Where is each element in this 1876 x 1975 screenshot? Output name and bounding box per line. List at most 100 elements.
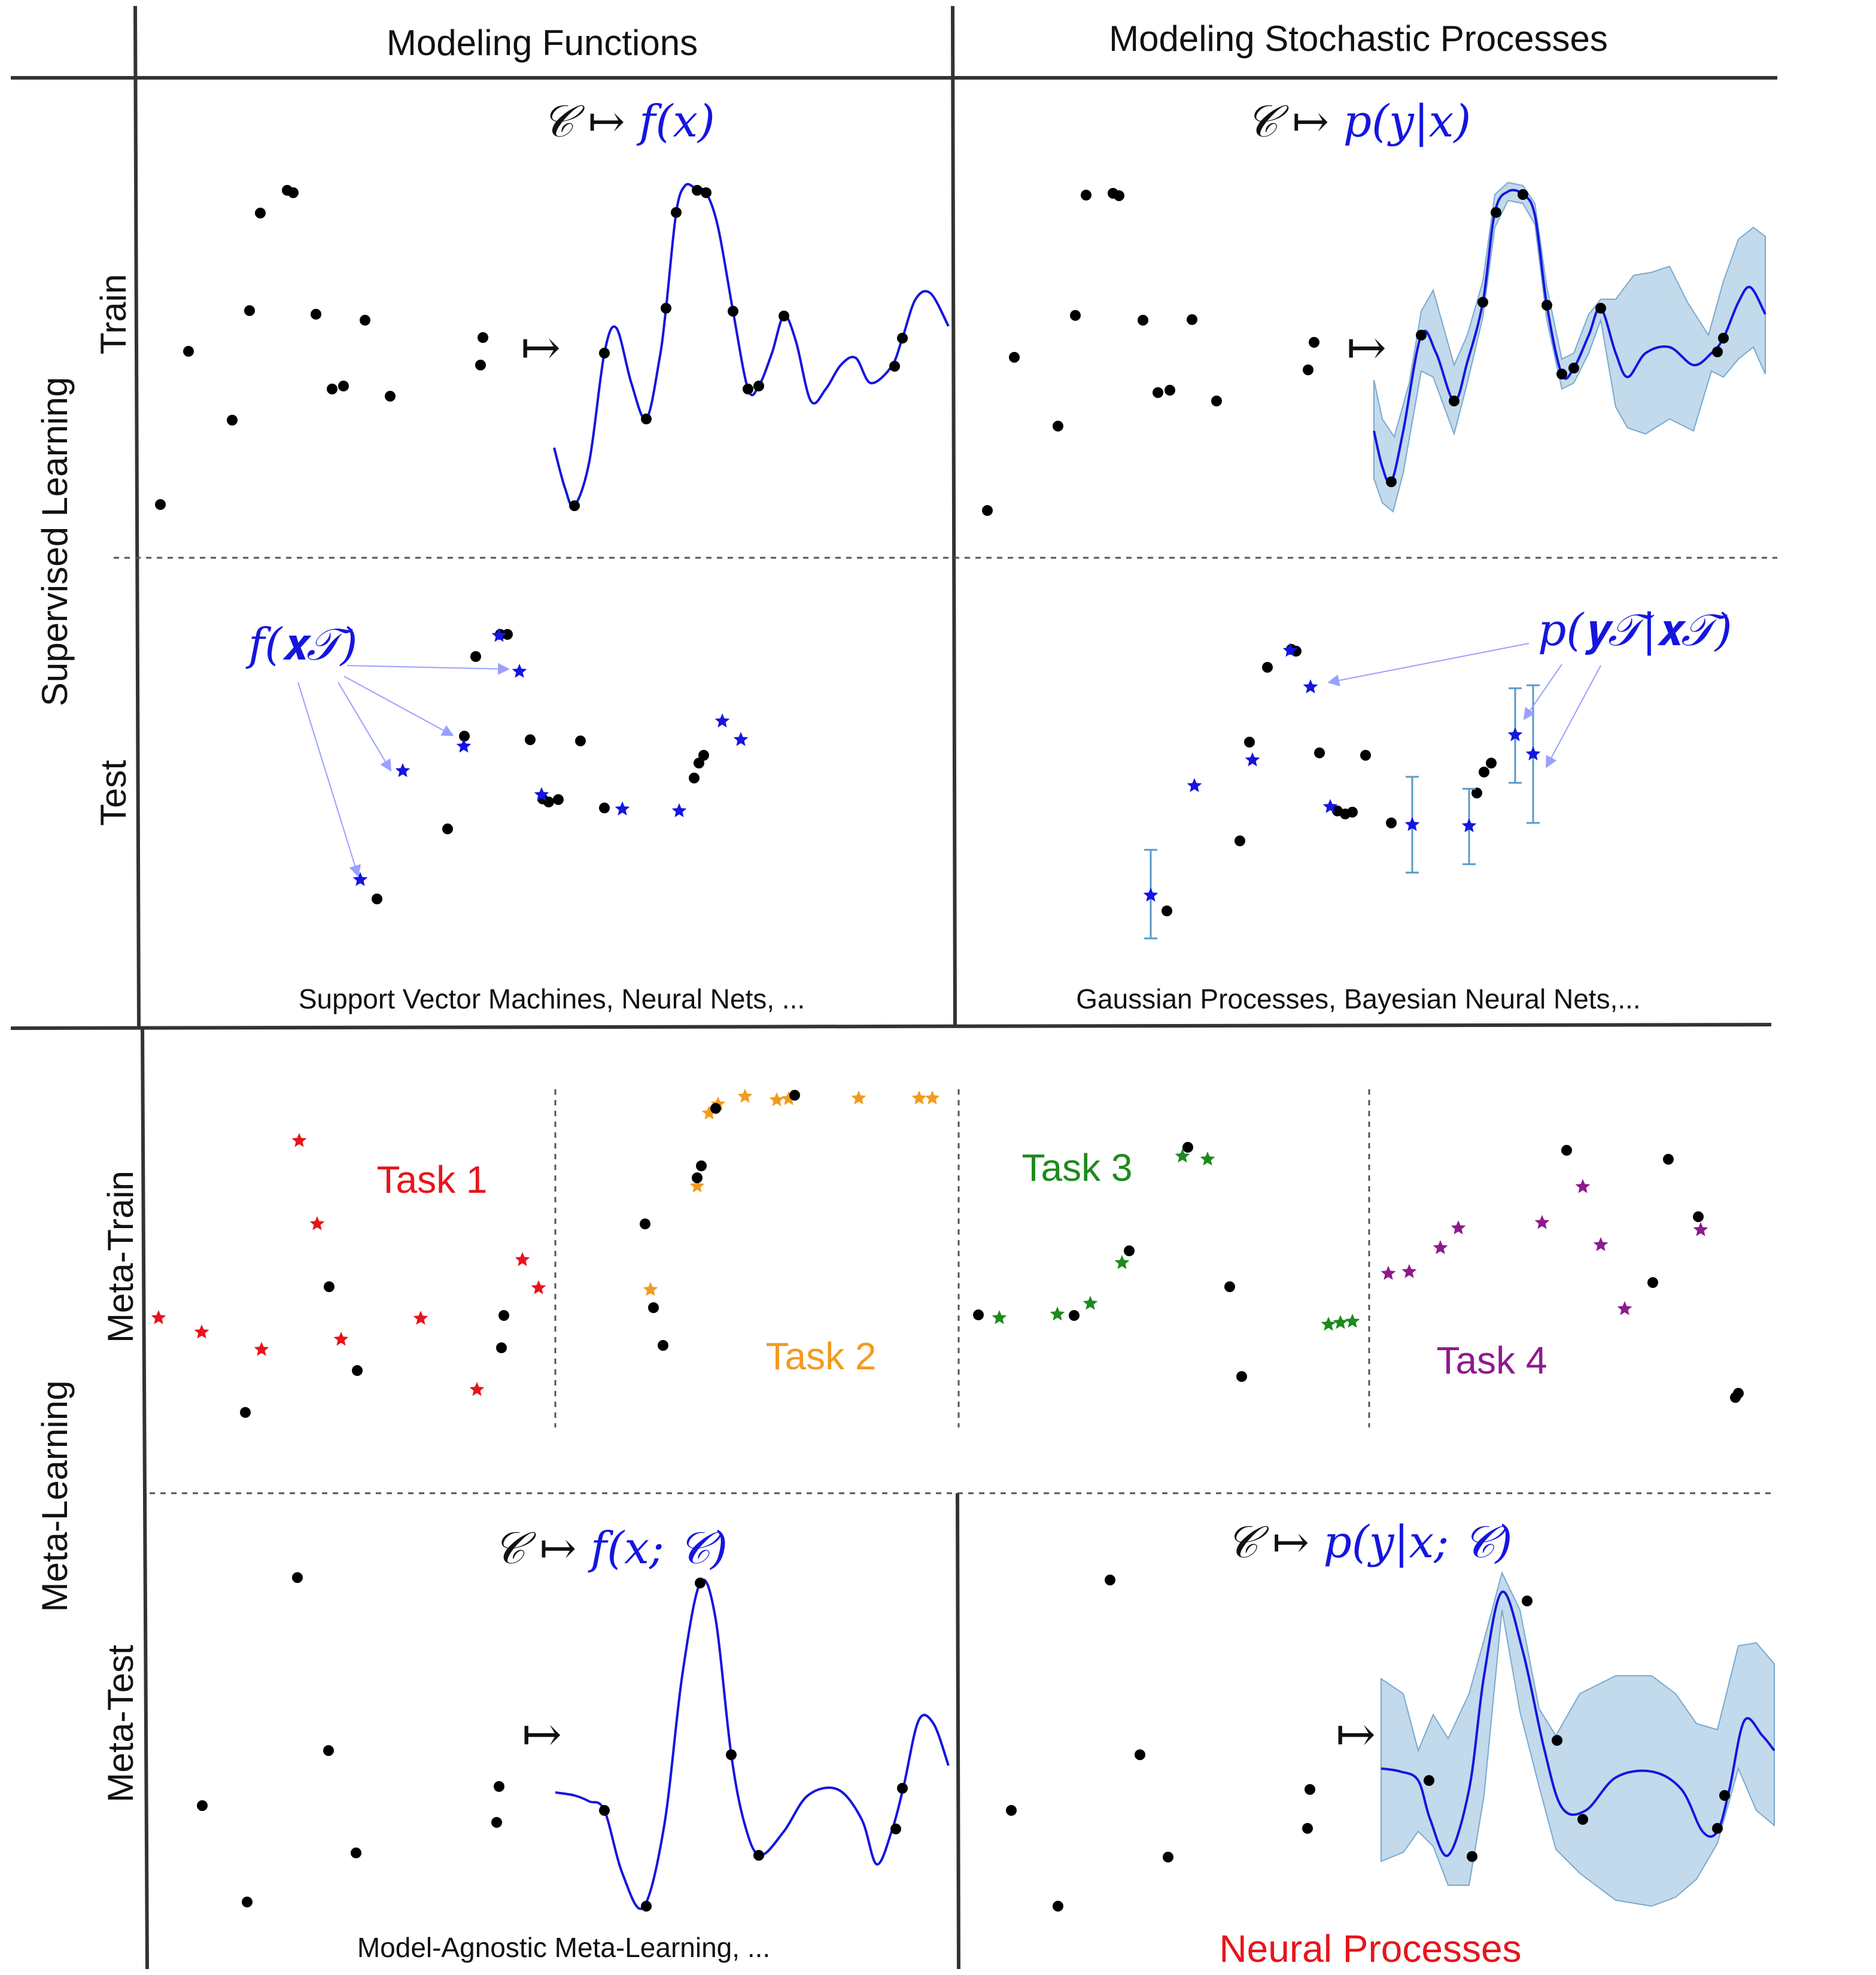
data-point <box>1663 1154 1674 1165</box>
data-point <box>496 1342 507 1353</box>
data-point <box>1053 421 1063 432</box>
formula-test-functions: f(𝐱𝒯) <box>245 619 357 670</box>
formula-mt-functions: 𝒞 ↦ f(x; 𝒞) <box>493 1523 728 1574</box>
data-point <box>692 1172 703 1183</box>
data-point <box>351 1848 361 1858</box>
data-point <box>1386 818 1397 828</box>
data-point <box>726 1749 737 1760</box>
task-4-label: Task 4 <box>1437 1339 1547 1382</box>
data-point <box>641 1901 652 1912</box>
data-point <box>1006 1805 1017 1816</box>
formula-function-context: f(x; 𝒞) <box>588 1523 728 1574</box>
data-point <box>1236 1371 1247 1382</box>
formula-distribution-context: p(y|x; 𝒞) <box>1324 1517 1513 1568</box>
data-point <box>753 381 764 391</box>
star-point <box>1525 746 1541 761</box>
star-point <box>291 1133 307 1147</box>
task-2-label: Task 2 <box>766 1335 877 1378</box>
data-point <box>470 651 481 662</box>
star-point <box>1143 888 1159 902</box>
star-point <box>1187 778 1202 792</box>
formula-context-symbol: 𝒞 ↦ <box>493 1523 591 1574</box>
data-point <box>288 187 299 198</box>
data-point <box>789 1090 800 1101</box>
data-point <box>982 505 993 516</box>
dashed-lines <box>114 557 1777 1494</box>
data-point <box>494 1781 504 1792</box>
column-header-processes: Modeling Stochastic Processes <box>1109 19 1608 59</box>
data-point <box>323 1745 334 1756</box>
star-point <box>491 628 507 642</box>
star-point <box>309 1216 325 1230</box>
data-point <box>327 384 338 394</box>
star-point <box>512 664 527 678</box>
data-point <box>1305 1784 1315 1795</box>
annotation-arrow <box>1546 665 1601 768</box>
row-label-meta: Meta-Learning <box>35 1381 75 1612</box>
star-point <box>531 1280 546 1295</box>
data-point <box>648 1302 659 1313</box>
data-point <box>640 1219 650 1229</box>
star-point <box>1433 1240 1448 1254</box>
star-point <box>1321 1317 1336 1331</box>
star-point <box>469 1382 485 1396</box>
data-point <box>324 1281 335 1292</box>
column-header-functions: Modeling Functions <box>387 23 698 63</box>
star-point <box>1175 1148 1190 1163</box>
column-divider-top <box>951 5 957 1027</box>
data-point <box>459 731 470 742</box>
data-point <box>1347 807 1358 818</box>
star-point <box>925 1090 940 1105</box>
data-point <box>695 1578 706 1588</box>
star-point <box>1617 1301 1632 1315</box>
star-point <box>534 787 549 801</box>
star-point <box>1200 1151 1215 1166</box>
data-point <box>698 750 709 761</box>
star-point <box>769 1092 785 1107</box>
data-point <box>1262 662 1273 673</box>
data-point <box>1541 300 1552 311</box>
caption-mt-functions: Model-Agnostic Meta-Learning, ... <box>357 1932 770 1963</box>
star-point <box>714 713 730 728</box>
star-point <box>1404 817 1420 831</box>
data-point <box>753 1850 764 1861</box>
data-point <box>1449 396 1460 406</box>
star-point <box>737 1089 753 1103</box>
star-point <box>1381 1266 1396 1280</box>
data-point <box>442 824 453 834</box>
data-point <box>694 758 704 768</box>
data-point <box>1009 352 1020 363</box>
data-point <box>197 1800 208 1811</box>
data-point <box>1135 1749 1145 1760</box>
task-1-label: Task 1 <box>377 1158 488 1201</box>
star-point <box>701 1105 717 1120</box>
star-point <box>1507 727 1523 742</box>
star-point <box>1114 1255 1130 1269</box>
star-point <box>1451 1220 1466 1235</box>
data-point <box>1561 1145 1572 1156</box>
data-point <box>525 734 536 745</box>
data-point <box>1053 1901 1063 1912</box>
formula-context-symbol: 𝒞 ↦ <box>1226 1517 1324 1568</box>
star-point <box>413 1311 428 1325</box>
data-point <box>1595 303 1606 314</box>
data-point <box>1712 1823 1723 1834</box>
task-3-label: Task 3 <box>1022 1146 1133 1189</box>
star-point <box>1282 643 1298 657</box>
data-point <box>743 384 753 394</box>
data-point <box>1518 189 1528 200</box>
subrow-label-meta-test: Meta-Test <box>101 1645 141 1803</box>
formula-context-symbol: 𝒞 ↦ <box>542 96 639 147</box>
data-point <box>360 315 370 326</box>
data-point <box>1224 1281 1235 1292</box>
data-point <box>1471 788 1482 798</box>
star-point <box>689 1178 705 1193</box>
star-point <box>1534 1215 1550 1229</box>
mapsto-arrow-sl-proc: ↦ <box>1346 320 1387 375</box>
star-point <box>1050 1306 1065 1321</box>
star-point <box>333 1332 349 1346</box>
star-point <box>1593 1237 1609 1251</box>
data-point <box>1386 476 1397 487</box>
formula-sl-functions: 𝒞 ↦ f(x) <box>542 96 715 147</box>
star-point <box>911 1090 927 1105</box>
